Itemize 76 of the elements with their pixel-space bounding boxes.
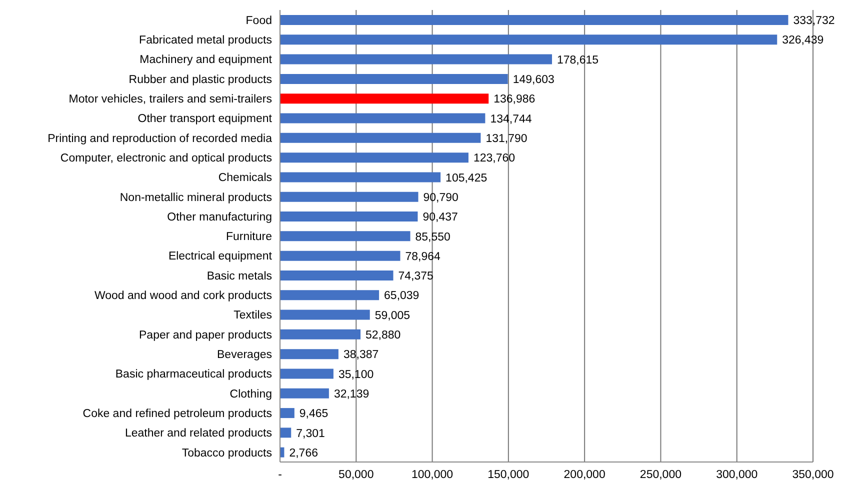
data-label: 7,301 [296,428,325,440]
y-tick-label: Motor vehicles, trailers and semi-trailers [68,94,272,106]
data-label: 59,005 [374,310,410,322]
data-label: 131,790 [486,132,528,145]
x-tick-label: 50,000 [338,469,374,482]
data-label: 326,439 [782,34,824,47]
y-tick-label: Chemicals [218,172,272,184]
bar [280,34,778,45]
bar [280,212,418,222]
bar [280,250,400,261]
data-label: 123,760 [473,152,516,165]
bar [280,54,552,64]
bar [280,368,334,379]
y-tick-label: Furniture [226,231,272,244]
x-tick-label: 250,000 [640,469,682,482]
y-tick-label: Food [246,14,272,27]
y-tick-label: Other transport equipment [138,113,273,126]
y-tick-label: Basic metals [206,270,272,282]
y-tick-label: Wood and wood and cork products [94,290,272,302]
bar [280,329,361,340]
x-tick-label: 100,000 [411,469,454,482]
y-tick-label: Tobacco products [182,447,272,460]
y-tick-label: Electrical equipment [168,250,273,263]
bar [280,192,418,202]
data-label: 65,039 [384,290,420,302]
y-tick-label: Rubber and plastic products [128,74,272,86]
data-label: 2,766 [289,447,318,460]
x-tick-label: - [278,469,282,482]
x-tick-label: 200,000 [564,469,606,482]
data-label: 52,880 [366,330,401,342]
data-label: 90,790 [423,192,458,204]
bar [280,270,394,280]
data-label: 134,744 [490,113,532,126]
data-label: 9,465 [299,408,328,420]
bar [280,428,292,438]
data-label: 136,986 [494,94,536,106]
y-tick-label: Paper and paper products [139,329,272,342]
y-tick-label: Machinery and equipment [140,54,273,66]
x-tick-label: 350,000 [792,469,834,482]
bar [280,152,468,163]
y-tick-label: Beverages [217,348,272,361]
x-tick-label: 300,000 [716,469,758,482]
bar [280,388,329,398]
bar [280,113,486,124]
y-tick-label: Non-metallic mineral products [120,192,272,204]
bar [280,132,481,143]
data-label: 38,387 [343,349,379,362]
data-label: 105,425 [446,172,488,184]
y-tick-label: Other manufacturing [167,211,272,224]
y-tick-label: Computer, electronic and optical products [60,152,272,164]
data-label: 90,437 [422,212,458,224]
bar [280,231,410,242]
data-label: 74,375 [398,270,434,283]
bar [280,94,489,104]
data-label: 333,732 [793,15,835,28]
bar [280,74,508,84]
y-tick-label: Textiles [234,310,272,322]
y-tick-label: Clothing [230,388,272,400]
bar [280,15,788,25]
bar [280,310,370,320]
y-tick-label: Fabricated metal products [139,34,272,47]
y-tick-label: Printing and reproduction of recorded media [48,132,273,145]
data-label: 85,550 [415,231,450,244]
bar [280,349,338,360]
data-label: 35,100 [338,368,374,381]
data-label: 149,603 [512,74,554,86]
y-tick-label: Coke and refined petroleum products [82,408,272,420]
bar [280,408,294,418]
bar [280,172,441,182]
bar [280,290,380,300]
data-label: 178,615 [557,54,599,66]
x-tick-label: 150,000 [488,469,530,482]
data-label: 78,964 [405,250,442,263]
data-label: 32,139 [334,388,370,400]
y-tick-label: Leather and related products [124,428,272,440]
y-tick-label: Basic pharmaceutical products [115,368,272,381]
